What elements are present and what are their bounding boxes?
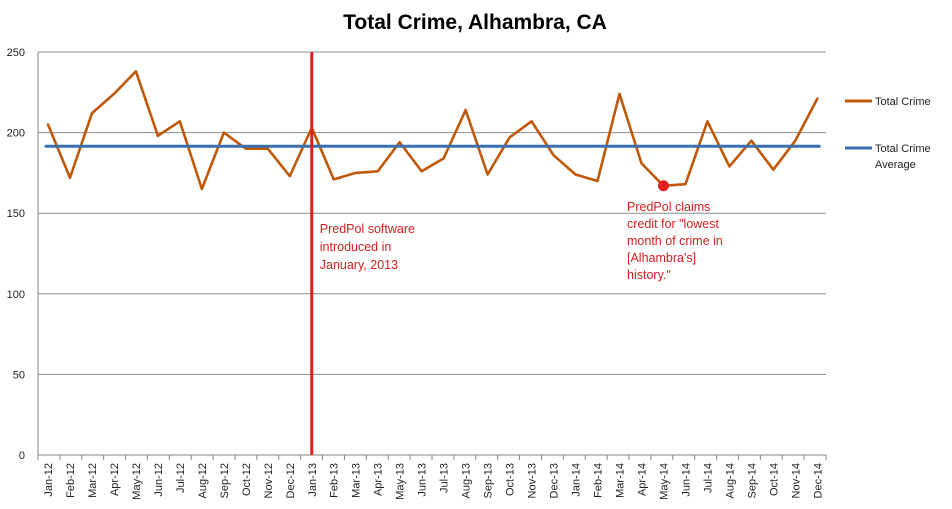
x-tick-label: Jun-14 [680,463,692,497]
x-axis: Jan-12 Feb-12 Mar-12 Apr-12 May-12 Jun-12 Jul-… [37,455,827,500]
x-tick-label: Feb-12 [65,463,77,498]
legend-label: Total Crime [875,96,931,108]
legend-label: Total Crime [875,143,931,155]
x-tick-label: Jul-13 [439,463,451,493]
x-tick-label: Sep-13 [483,463,495,498]
x-tick-label: Oct-12 [241,463,253,496]
x-tick-label: May-13 [395,463,407,500]
legend: Total Crime Total Crime Average [845,96,931,171]
series-line-total-crime [46,70,819,191]
x-tick-label: Apr-12 [109,463,121,496]
y-tick-label: 50 [13,369,25,381]
y-tick-label: 200 [7,128,25,140]
x-tick-label: Dec-12 [285,463,297,498]
x-tick-label: Jan-13 [307,463,319,497]
y-tick-label: 100 [7,289,25,301]
lowest-month-marker [657,180,669,192]
y-axis: 0 50 100 150 200 250 [7,47,39,462]
annotation-text: PredPol software [320,222,415,236]
x-tick-label: Mar-14 [614,463,626,498]
y-tick-label: 150 [7,208,25,220]
annotation-text: history." [627,268,671,282]
x-tick-label: Feb-13 [329,463,341,498]
series-layer [44,70,821,191]
x-tick-label: May-12 [131,463,143,500]
x-tick-label: Jun-12 [153,463,165,497]
x-tick-label: Mar-12 [87,463,99,498]
x-tick-label: Oct-14 [768,463,780,496]
annotation-text: credit for "lowest [627,217,719,231]
x-tick-label: Feb-14 [593,463,605,498]
gridlines [38,51,826,456]
annotation-text: PredPol claims [627,200,710,214]
x-tick-label: Dec-13 [549,463,561,498]
annotation-text: [Alhambra's] [627,251,696,265]
x-tick-label: Apr-13 [373,463,385,496]
legend-label: Average [875,159,916,171]
x-tick-label: Jun-13 [417,463,429,497]
x-tick-label: Sep-14 [746,463,758,498]
x-tick-label: Aug-12 [197,463,209,498]
x-tick-label: Aug-14 [724,463,736,498]
x-tick-label: Nov-14 [790,463,802,498]
annotation-text: introduced in [320,240,392,254]
chart-title: Total Crime, Alhambra, CA [343,11,607,34]
x-tick-label: Nov-13 [527,463,539,498]
x-tick-label: Jul-14 [702,463,714,493]
x-tick-label: Sep-12 [219,463,231,498]
x-tick-label: Jan-14 [571,463,583,497]
x-tick-label: Oct-13 [505,463,517,496]
annotation-text: January, 2013 [320,258,398,272]
x-tick-label: Apr-14 [636,463,648,496]
x-tick-label: Aug-13 [461,463,473,498]
y-tick-label: 0 [19,450,25,462]
y-tick-label: 250 [7,47,25,59]
x-tick-label: May-14 [658,463,670,500]
x-tick-label: Jul-12 [175,463,187,493]
annotations-layer: PredPol software introduced in January, 20… [310,52,723,455]
x-tick-label: Dec-14 [812,463,824,498]
x-tick-label: Nov-12 [263,463,275,498]
x-tick-label: Mar-13 [351,463,363,498]
x-tick-label: Jan-12 [43,463,55,497]
annotation-text: month of crime in [627,234,723,248]
